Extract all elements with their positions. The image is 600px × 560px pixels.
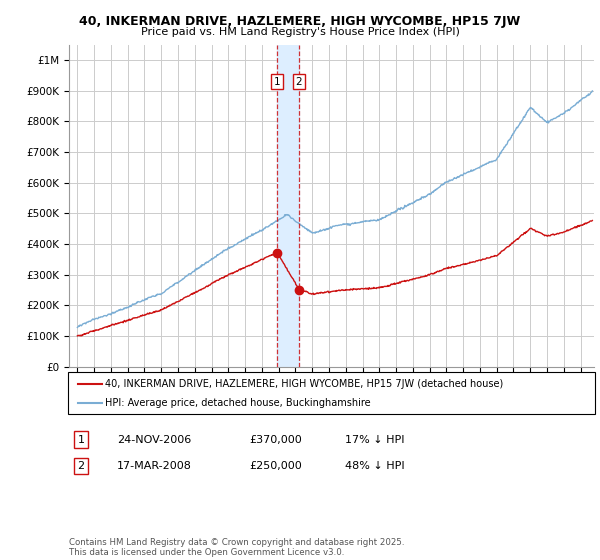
Text: 24-NOV-2006: 24-NOV-2006	[117, 435, 191, 445]
Text: Price paid vs. HM Land Registry's House Price Index (HPI): Price paid vs. HM Land Registry's House …	[140, 27, 460, 37]
Text: 17% ↓ HPI: 17% ↓ HPI	[345, 435, 404, 445]
Text: £370,000: £370,000	[249, 435, 302, 445]
Text: 48% ↓ HPI: 48% ↓ HPI	[345, 461, 404, 471]
Text: Contains HM Land Registry data © Crown copyright and database right 2025.
This d: Contains HM Land Registry data © Crown c…	[69, 538, 404, 557]
Text: £250,000: £250,000	[249, 461, 302, 471]
Text: 1: 1	[77, 435, 85, 445]
Text: 17-MAR-2008: 17-MAR-2008	[117, 461, 192, 471]
Bar	[277, 45, 299, 367]
Text: 40, INKERMAN DRIVE, HAZLEMERE, HIGH WYCOMBE, HP15 7JW (detached house): 40, INKERMAN DRIVE, HAZLEMERE, HIGH WYCO…	[105, 379, 503, 389]
Text: 2: 2	[296, 77, 302, 87]
Text: 2: 2	[77, 461, 85, 471]
Text: HPI: Average price, detached house, Buckinghamshire: HPI: Average price, detached house, Buck…	[105, 398, 371, 408]
Text: 1: 1	[274, 77, 280, 87]
Text: 40, INKERMAN DRIVE, HAZLEMERE, HIGH WYCOMBE, HP15 7JW: 40, INKERMAN DRIVE, HAZLEMERE, HIGH WYCO…	[79, 15, 521, 27]
